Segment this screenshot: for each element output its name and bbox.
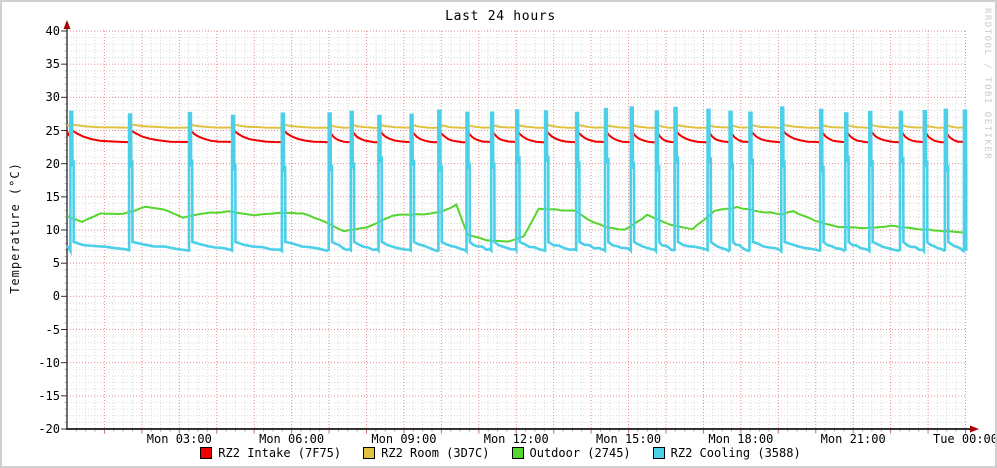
y-tick-label: 10 xyxy=(45,223,60,237)
legend-item: RZ2 Intake (7F75) xyxy=(200,446,341,460)
y-tick-label: 15 xyxy=(45,189,60,204)
x-axis-arrow xyxy=(970,425,979,433)
x-tick-label: Mon 18:00 xyxy=(708,432,774,446)
legend-item: RZ2 Room (3D7C) xyxy=(363,446,490,460)
series-rz2-cooling-3588--line xyxy=(65,106,968,257)
x-tick-label: Mon 12:00 xyxy=(483,432,549,446)
legend-label: RZ2 Room (3D7C) xyxy=(381,446,490,460)
y-tick-label: 0 xyxy=(52,289,60,304)
x-tick-label: Mon 09:00 xyxy=(371,432,437,446)
legend: RZ2 Intake (7F75) RZ2 Room (3D7C) Outdoor … xyxy=(2,446,995,460)
y-tick-label: 35 xyxy=(45,57,60,72)
y-axis-arrow xyxy=(63,20,71,29)
legend-item: RZ2 Cooling (3588) xyxy=(652,446,801,460)
y-tick-label: 20 xyxy=(45,156,60,171)
legend-label: RZ2 Cooling (3588) xyxy=(670,446,801,460)
x-tick-label: Mon 21:00 xyxy=(820,432,886,446)
legend-label: RZ2 Intake (7F75) xyxy=(218,446,342,460)
x-tick-label: Mon 03:00 xyxy=(146,432,212,446)
legend-swatch xyxy=(363,447,376,459)
legend-swatch xyxy=(200,447,213,459)
x-tick-label: Tue 00:00 xyxy=(932,432,997,446)
x-tick-label: Mon 15:00 xyxy=(596,432,662,446)
legend-swatch xyxy=(511,447,524,459)
legend-swatch xyxy=(652,447,665,459)
legend-item: Outdoor (2745) xyxy=(511,446,631,460)
y-tick-label: 40 xyxy=(45,24,60,38)
rrdtool-watermark: RRDTOOL / TOBI OETIKER xyxy=(982,8,992,161)
y-tick-label: 25 xyxy=(45,123,60,138)
y-tick-label: 30 xyxy=(45,90,60,105)
x-tick-label: Mon 06:00 xyxy=(259,432,325,446)
chart-title: Last 24 hours xyxy=(445,9,556,24)
y-tick-label: -10 xyxy=(38,355,60,370)
y-tick-label: -5 xyxy=(45,322,60,337)
legend-label: Outdoor (2745) xyxy=(529,446,631,460)
y-tick-label: 5 xyxy=(52,256,60,271)
y-tick-label: -15 xyxy=(38,388,60,403)
y-tick-label: -20 xyxy=(38,422,60,436)
